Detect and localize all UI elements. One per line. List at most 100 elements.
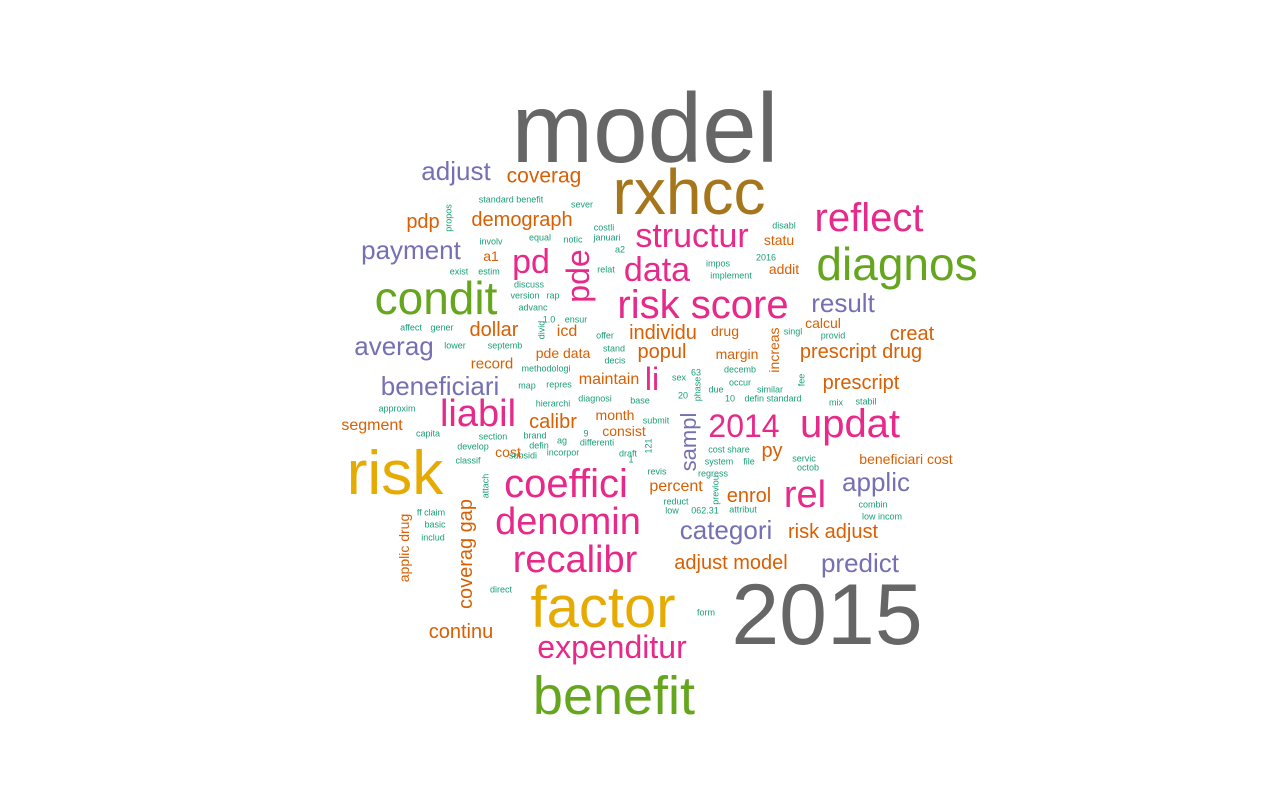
cloud-word: predict xyxy=(820,548,900,578)
cloud-word: repres xyxy=(546,379,572,390)
cloud-word: prescript drug xyxy=(799,341,923,363)
cloud-word: 062.31 xyxy=(691,505,719,516)
cloud-word: propos xyxy=(443,204,454,232)
cloud-word: rxhcc xyxy=(612,156,766,228)
cloud-word: ensur xyxy=(564,314,588,325)
cloud-word: version xyxy=(510,290,540,301)
cloud-word: advanc xyxy=(518,302,548,313)
cloud-word: relat xyxy=(597,264,615,275)
cloud-word: benefit xyxy=(532,666,696,726)
cloud-word: involv xyxy=(479,236,503,247)
cloud-word: month xyxy=(595,407,635,423)
cloud-word: structur xyxy=(635,217,749,255)
cloud-word: applic drug xyxy=(396,513,412,583)
cloud-word: januari xyxy=(593,232,621,243)
cloud-word: addit xyxy=(768,261,800,277)
cloud-word: revis xyxy=(647,466,667,477)
cloud-word: decis xyxy=(604,355,626,366)
cloud-word: basic xyxy=(424,519,446,530)
cloud-word: adjust model xyxy=(674,552,788,574)
cloud-word: implement xyxy=(710,270,752,281)
cloud-word: pde data xyxy=(535,345,591,361)
cloud-word: previou xyxy=(710,475,721,505)
cloud-word: creat xyxy=(889,323,935,345)
cloud-word: expenditur xyxy=(537,629,687,665)
cloud-word: lower xyxy=(444,340,466,351)
cloud-word: map xyxy=(518,380,536,391)
cloud-word: octob xyxy=(796,462,820,473)
cloud-word: 10 xyxy=(724,393,736,404)
cloud-word: pd xyxy=(512,243,550,281)
cloud-word: classif xyxy=(455,455,481,466)
cloud-word: form xyxy=(697,607,715,618)
cloud-word: costli xyxy=(593,222,615,233)
cloud-word: base xyxy=(630,395,650,406)
cloud-word: rap xyxy=(546,290,560,301)
cloud-word: discuss xyxy=(513,279,545,290)
cloud-word: calcul xyxy=(805,315,841,331)
cloud-word: sampl xyxy=(676,412,701,472)
cloud-word: maintain xyxy=(578,371,640,388)
cloud-word: pde xyxy=(560,249,596,303)
cloud-word: statu xyxy=(763,232,795,248)
cloud-word: fee xyxy=(796,373,807,387)
cloud-word: calibr xyxy=(529,411,577,433)
cloud-word: popul xyxy=(637,341,687,363)
cloud-word: low xyxy=(665,505,679,516)
cloud-word: rel xyxy=(783,474,827,516)
cloud-word: reflect xyxy=(814,196,924,240)
cloud-word: risk score xyxy=(617,283,789,327)
cloud-word: continu xyxy=(428,621,494,643)
cloud-word: incorpor xyxy=(546,447,580,458)
cloud-word: develop xyxy=(457,441,489,452)
cloud-word: provid xyxy=(820,330,846,341)
cloud-word: estim xyxy=(478,266,500,277)
cloud-word: notic xyxy=(563,234,583,245)
cloud-word: methodologi xyxy=(521,363,571,374)
cloud-word: low incom xyxy=(861,511,903,522)
cloud-word: 2015 xyxy=(731,567,923,663)
cloud-word: reduct xyxy=(663,496,689,507)
cloud-word: offer xyxy=(596,330,614,341)
cloud-word: recalibr xyxy=(512,539,638,581)
cloud-word: approxim xyxy=(378,403,416,414)
cloud-word: defin xyxy=(529,440,549,451)
cloud-word: standard benefit xyxy=(478,194,544,205)
cloud-word: coverag gap xyxy=(455,498,477,610)
cloud-word: attribut xyxy=(729,504,757,515)
cloud-word: section xyxy=(478,431,508,442)
cloud-word: due xyxy=(708,384,724,395)
cloud-word: ag xyxy=(556,435,568,446)
cloud-word: percent xyxy=(649,478,703,495)
cloud-word: coeffici xyxy=(504,462,628,506)
cloud-word: cost share xyxy=(708,444,750,455)
cloud-word: servic xyxy=(792,453,816,464)
cloud-word: impos xyxy=(705,258,731,269)
cloud-word: segment xyxy=(341,417,403,434)
cloud-word: brand xyxy=(523,430,547,441)
cloud-word: septemb xyxy=(487,340,523,351)
cloud-word: 1.0 xyxy=(542,314,556,325)
cloud-word: risk xyxy=(346,439,444,508)
cloud-word: decemb xyxy=(723,364,757,375)
cloud-word: updat xyxy=(799,402,901,446)
cloud-word: adjust xyxy=(421,156,491,186)
cloud-word: 2014 xyxy=(708,408,780,444)
cloud-word: drug xyxy=(710,323,740,339)
cloud-word: equal xyxy=(528,232,552,243)
cloud-word: sever xyxy=(570,199,594,210)
cloud-word: li xyxy=(644,361,660,397)
cloud-word: draft xyxy=(618,448,638,459)
cloud-word: sex xyxy=(671,372,687,383)
cloud-word: submit xyxy=(642,415,670,426)
cloud-word: data xyxy=(623,251,691,289)
cloud-word: regress xyxy=(697,468,729,479)
cloud-word: beneficiari cost xyxy=(859,451,953,467)
cloud-word: ff claim xyxy=(416,507,446,518)
cloud-word: differenti xyxy=(579,437,615,448)
cloud-word: 63 xyxy=(690,367,702,378)
cloud-word: 121 xyxy=(643,438,654,454)
cloud-word: similar xyxy=(757,384,783,395)
cloud-word: increas xyxy=(766,327,782,373)
